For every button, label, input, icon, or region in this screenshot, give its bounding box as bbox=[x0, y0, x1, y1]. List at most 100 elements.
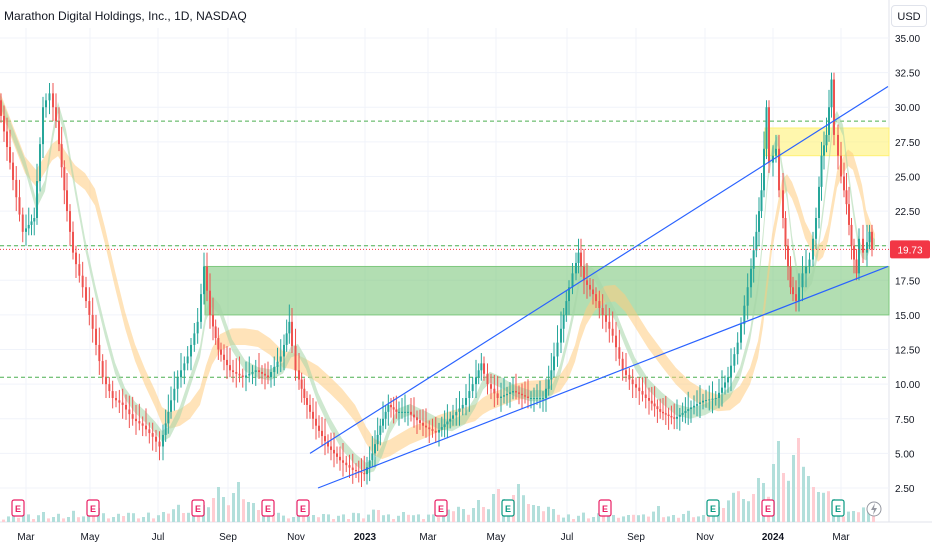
candle-body[interactable] bbox=[608, 321, 611, 329]
candle-body[interactable] bbox=[820, 155, 823, 187]
candle-body[interactable] bbox=[483, 363, 485, 374]
candle-body[interactable] bbox=[355, 470, 357, 472]
candle-body[interactable] bbox=[214, 326, 217, 338]
candle-body[interactable] bbox=[670, 416, 673, 418]
candle-body[interactable] bbox=[91, 314, 94, 329]
candle-body[interactable] bbox=[339, 456, 341, 461]
candle-body[interactable] bbox=[696, 404, 698, 406]
candle-body[interactable] bbox=[366, 467, 368, 475]
candle-body[interactable] bbox=[33, 218, 36, 222]
candle-body[interactable] bbox=[78, 264, 81, 276]
candle-body[interactable] bbox=[101, 361, 104, 378]
candle-body[interactable] bbox=[690, 407, 692, 410]
candle-body[interactable] bbox=[145, 425, 147, 430]
candle-body[interactable] bbox=[298, 370, 300, 380]
candle-body[interactable] bbox=[580, 252, 582, 267]
candle-body[interactable] bbox=[376, 434, 379, 445]
candle-body[interactable] bbox=[443, 424, 446, 428]
candle-body[interactable] bbox=[431, 429, 434, 431]
candle-body[interactable] bbox=[81, 275, 84, 288]
candle-body[interactable] bbox=[384, 411, 387, 419]
earnings-marker-icon[interactable] bbox=[261, 499, 275, 517]
candle-body[interactable] bbox=[212, 314, 214, 327]
candle-body[interactable] bbox=[398, 411, 400, 413]
candle-body[interactable] bbox=[58, 121, 60, 145]
candle-body[interactable] bbox=[15, 179, 18, 198]
candle-body[interactable] bbox=[760, 190, 763, 212]
candle-body[interactable] bbox=[550, 370, 553, 380]
candle-body[interactable] bbox=[368, 460, 371, 468]
candle-body[interactable] bbox=[69, 211, 71, 232]
candle-body[interactable] bbox=[664, 413, 667, 415]
earnings-marker-icon[interactable] bbox=[501, 499, 515, 517]
candle-body[interactable] bbox=[360, 472, 363, 474]
candle-body[interactable] bbox=[628, 374, 631, 380]
candle-body[interactable] bbox=[48, 93, 51, 101]
candle-body[interactable] bbox=[571, 273, 574, 288]
candle-body[interactable] bbox=[699, 402, 701, 405]
candle-body[interactable] bbox=[752, 250, 755, 269]
candle-body[interactable] bbox=[428, 427, 431, 430]
candle-body[interactable] bbox=[416, 417, 418, 421]
candle-body[interactable] bbox=[288, 321, 291, 334]
candle-body[interactable] bbox=[601, 308, 604, 315]
candle-body[interactable] bbox=[801, 273, 804, 288]
candle-body[interactable] bbox=[186, 356, 189, 364]
candle-body[interactable] bbox=[66, 190, 68, 212]
candle-body[interactable] bbox=[395, 409, 398, 412]
candle-body[interactable] bbox=[782, 190, 784, 218]
candle-body[interactable] bbox=[792, 287, 794, 295]
candle-body[interactable] bbox=[542, 398, 544, 399]
candle-body[interactable] bbox=[173, 388, 176, 401]
candle-body[interactable] bbox=[509, 392, 511, 394]
candle-body[interactable] bbox=[300, 379, 303, 389]
candle-body[interactable] bbox=[475, 377, 477, 385]
candle-body[interactable] bbox=[342, 460, 344, 463]
candle-body[interactable] bbox=[518, 392, 520, 394]
candle-body[interactable] bbox=[833, 79, 835, 135]
candle-body[interactable] bbox=[315, 418, 317, 426]
candle-body[interactable] bbox=[131, 414, 134, 419]
candle-body[interactable] bbox=[52, 93, 54, 108]
candle-body[interactable] bbox=[303, 388, 306, 398]
candle-body[interactable] bbox=[465, 398, 467, 405]
candle-body[interactable] bbox=[496, 393, 499, 398]
candle-body[interactable] bbox=[656, 406, 659, 410]
candle-body[interactable] bbox=[605, 314, 607, 322]
candle-body[interactable] bbox=[115, 398, 117, 401]
candle-body[interactable] bbox=[200, 294, 202, 322]
price-axis[interactable] bbox=[889, 0, 932, 550]
candle-body[interactable] bbox=[241, 375, 244, 378]
candle-body[interactable] bbox=[449, 418, 452, 422]
candle-body[interactable] bbox=[121, 402, 124, 405]
candle-body[interactable] bbox=[787, 245, 789, 267]
candle-body[interactable] bbox=[425, 425, 427, 428]
candle-body[interactable] bbox=[180, 370, 182, 378]
candle-body[interactable] bbox=[568, 287, 570, 302]
candle-body[interactable] bbox=[684, 411, 687, 413]
candle-body[interactable] bbox=[583, 266, 585, 281]
currency-button[interactable]: USD bbox=[891, 5, 927, 27]
candle-body[interactable] bbox=[324, 436, 326, 442]
candle-body[interactable] bbox=[850, 224, 853, 246]
earnings-marker-icon[interactable] bbox=[191, 499, 205, 517]
candle-body[interactable] bbox=[818, 186, 820, 218]
candle-body[interactable] bbox=[276, 361, 279, 367]
candle-body[interactable] bbox=[693, 405, 695, 408]
candle-body[interactable] bbox=[128, 409, 131, 415]
candle-body[interactable] bbox=[248, 373, 251, 376]
candle-body[interactable] bbox=[321, 430, 323, 437]
earnings-marker-icon[interactable] bbox=[86, 499, 100, 517]
candle-body[interactable] bbox=[9, 147, 11, 163]
candle-body[interactable] bbox=[740, 324, 742, 343]
candle-body[interactable] bbox=[611, 328, 614, 336]
candle-body[interactable] bbox=[461, 404, 464, 409]
candle-body[interactable] bbox=[641, 391, 644, 395]
candle-body[interactable] bbox=[530, 398, 532, 399]
candle-body[interactable] bbox=[521, 393, 523, 396]
candle-body[interactable] bbox=[667, 414, 670, 416]
candle-body[interactable] bbox=[524, 395, 526, 397]
candle-body[interactable] bbox=[45, 100, 47, 108]
candle-body[interactable] bbox=[294, 346, 297, 371]
